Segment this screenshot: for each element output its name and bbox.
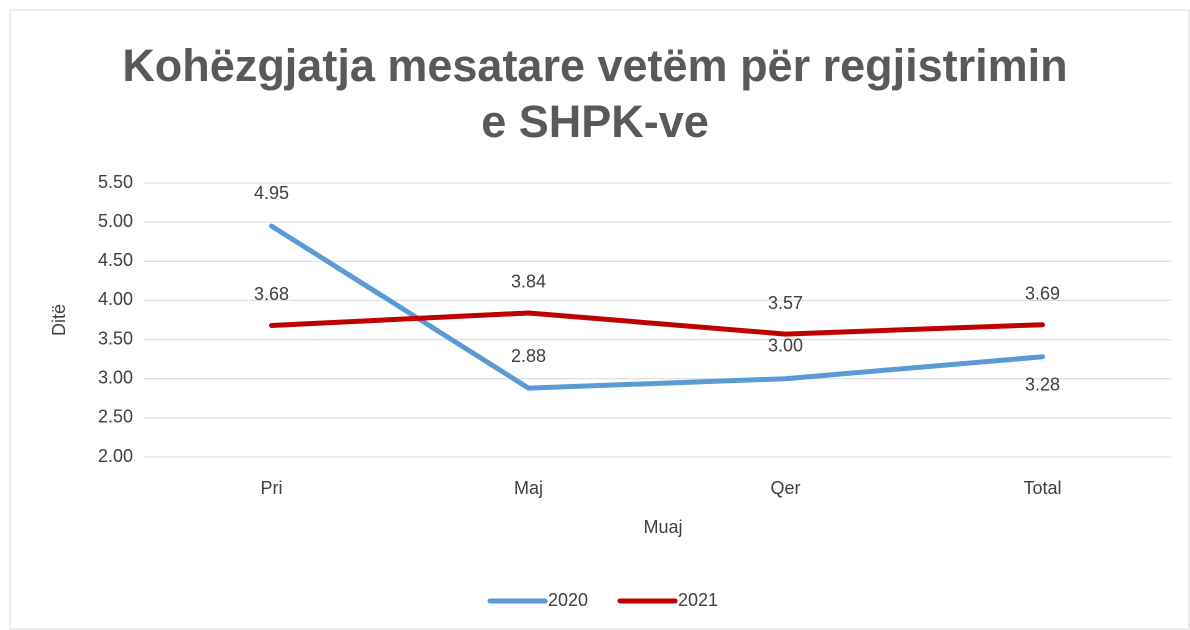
y-tick-label: 3.50: [98, 328, 133, 348]
data-label: 3.69: [1025, 283, 1060, 303]
x-tick-label: Qer: [770, 478, 800, 498]
chart-title: Kohëzgjatja mesatare vetëm për regjistri…: [122, 40, 1068, 147]
data-label: 3.57: [768, 293, 803, 313]
y-axis-label: Ditë: [49, 304, 69, 336]
y-tick-label: 4.00: [98, 289, 133, 309]
data-label: 3.84: [511, 272, 546, 292]
x-tick-label: Pri: [261, 478, 283, 498]
series-line: [269, 310, 1045, 337]
data-label: 3.28: [1025, 375, 1060, 395]
y-tick-label: 2.50: [98, 407, 133, 427]
y-tick-label: 3.00: [98, 367, 133, 387]
y-tick-label: 5.50: [98, 172, 133, 192]
y-tick-label: 4.50: [98, 250, 133, 270]
x-tick-label: Total: [1023, 478, 1061, 498]
legend-label: 2020: [548, 590, 588, 610]
legend-label: 2021: [678, 590, 718, 610]
y-tick-label: 5.00: [98, 211, 133, 231]
data-label: 2.88: [511, 346, 546, 366]
data-label: 3.68: [254, 284, 289, 304]
x-tick-label: Maj: [514, 478, 543, 498]
x-axis-label: Muaj: [643, 517, 682, 537]
data-label: 4.95: [254, 183, 289, 203]
series-line: [269, 223, 1045, 391]
data-label: 3.00: [768, 335, 803, 355]
y-tick-label: 2.00: [98, 446, 133, 466]
